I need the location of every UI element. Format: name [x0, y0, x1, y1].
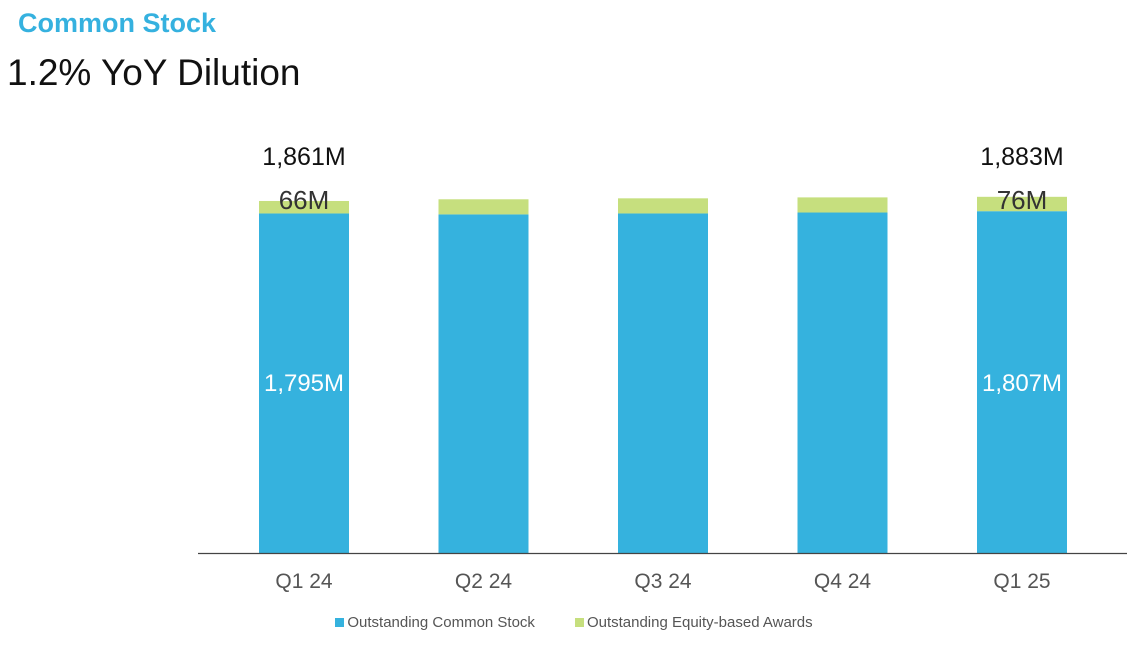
x-tick-label: Q1 24	[275, 570, 333, 593]
legend-swatch-awards	[574, 618, 584, 627]
data-label-common: 1,807M	[982, 370, 1062, 397]
section-eyebrow: Common Stock	[18, 8, 217, 38]
bar-common-q1-25	[977, 211, 1067, 553]
bar-awards-q4-24	[797, 197, 888, 213]
bar-common-q4-24	[797, 212, 888, 553]
legend-label-awards: Outstanding Equity-based Awards	[586, 614, 813, 631]
bar-awards-q1-25	[977, 196, 1067, 212]
bar-common-q3-24	[618, 213, 708, 553]
bar-awards-q2-24	[438, 199, 529, 215]
x-tick-label: Q4 24	[814, 570, 872, 593]
bar-common-q1-24	[259, 213, 349, 553]
data-label-common: 1,795M	[264, 370, 344, 397]
x-tick-label: Q2 24	[455, 570, 513, 593]
legend-swatch-common	[335, 618, 345, 627]
bar-awards-q1-24	[259, 200, 349, 214]
x-tick-label: Q1 25	[993, 570, 1050, 593]
legend-label-common: Outstanding Common Stock	[347, 614, 535, 631]
legend-item-common: Outstanding Common Stock	[335, 614, 535, 631]
page-title: 1.2% YoY Dilution	[7, 52, 301, 93]
x-tick-label: Q3 24	[634, 570, 692, 593]
data-label-awards: 66M	[279, 185, 330, 215]
legend-item-awards: Outstanding Equity-based Awards	[574, 614, 813, 631]
bar-common-q2-24	[438, 214, 529, 554]
data-label-awards: 76M	[997, 185, 1048, 215]
data-label-total: 1,861M	[262, 143, 345, 171]
data-label-total: 1,883M	[980, 143, 1063, 171]
bar-awards-q3-24	[618, 198, 708, 214]
chart-legend: Outstanding Common Stock Outstanding Equ…	[0, 614, 1148, 631]
